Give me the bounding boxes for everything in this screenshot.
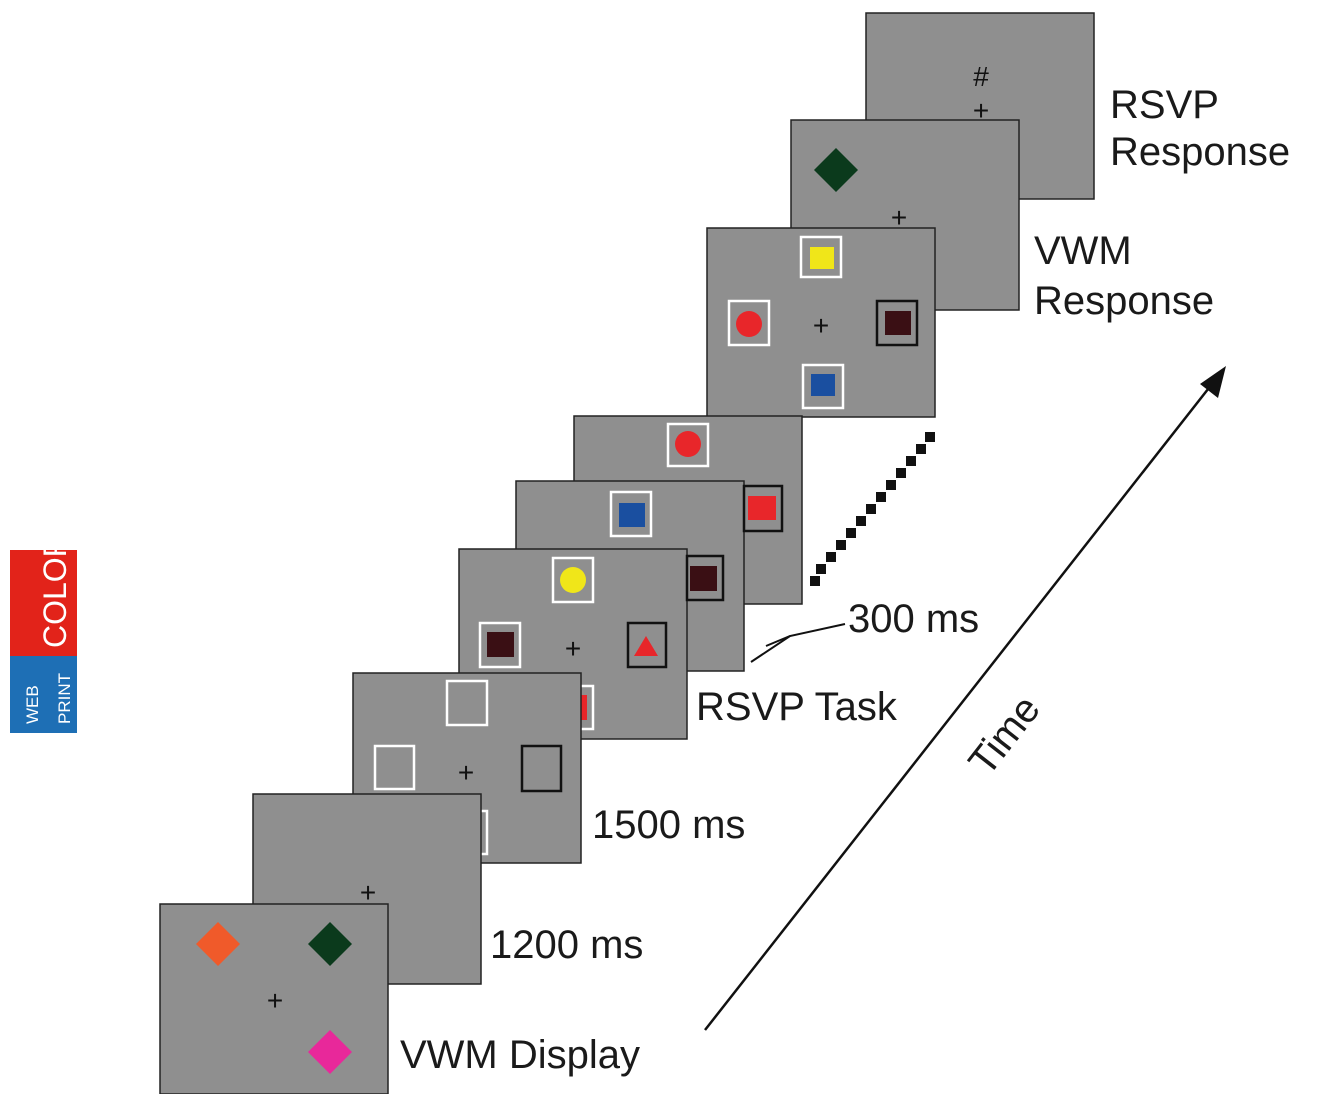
badge-print-text: PRINT xyxy=(55,673,74,724)
orange-diamond xyxy=(196,922,240,966)
badge-color-text: COLOR xyxy=(37,534,73,648)
label-1200ms: 1200 ms xyxy=(490,923,643,967)
fixation-cross: + xyxy=(565,633,581,664)
blue-square xyxy=(811,374,835,396)
hash-symbol: # xyxy=(973,61,989,92)
frame-vwm-display: + xyxy=(159,903,389,1094)
color-web-print-badge: COLOR WEB PRINT xyxy=(10,534,77,733)
label-300ms: 300 ms xyxy=(848,597,979,641)
duration-pointer xyxy=(750,623,846,663)
magenta-diamond xyxy=(308,1030,352,1074)
maroon-square xyxy=(885,311,911,335)
red-square xyxy=(748,496,776,520)
green-diamond xyxy=(308,922,352,966)
label-vwm-response-line1: VWM xyxy=(1034,229,1132,273)
green-diamond-probe xyxy=(814,148,858,192)
time-label: Time xyxy=(960,688,1048,784)
fixation-cross: + xyxy=(458,757,474,788)
badge-web-text: WEB xyxy=(23,685,42,724)
blue-square xyxy=(619,503,645,527)
maroon-square xyxy=(690,566,717,591)
yellow-square xyxy=(810,247,834,269)
fixation-cross: + xyxy=(267,985,283,1016)
label-rsvp-response-line2: Response xyxy=(1110,130,1290,174)
dotted-continuation xyxy=(810,432,935,586)
label-rsvp-response-line1: RSVP xyxy=(1110,83,1219,127)
frame-rsvp-last: + xyxy=(706,227,936,418)
label-rsvp-task: RSVP Task xyxy=(696,685,898,729)
red-circle xyxy=(736,311,762,337)
fixation-cross: + xyxy=(813,310,829,341)
time-arrow xyxy=(704,366,1226,1031)
maroon-square xyxy=(487,632,514,657)
fixation-cross: + xyxy=(891,202,907,233)
label-vwm-display: VWM Display xyxy=(400,1033,640,1077)
red-triangle xyxy=(634,636,658,656)
red-circle xyxy=(675,431,701,457)
fixation-cross: + xyxy=(360,877,376,908)
label-vwm-response-line2: Response xyxy=(1034,279,1214,323)
label-1500ms: 1500 ms xyxy=(592,803,745,847)
yellow-circle xyxy=(560,567,586,593)
fixation-cross: + xyxy=(973,95,989,126)
